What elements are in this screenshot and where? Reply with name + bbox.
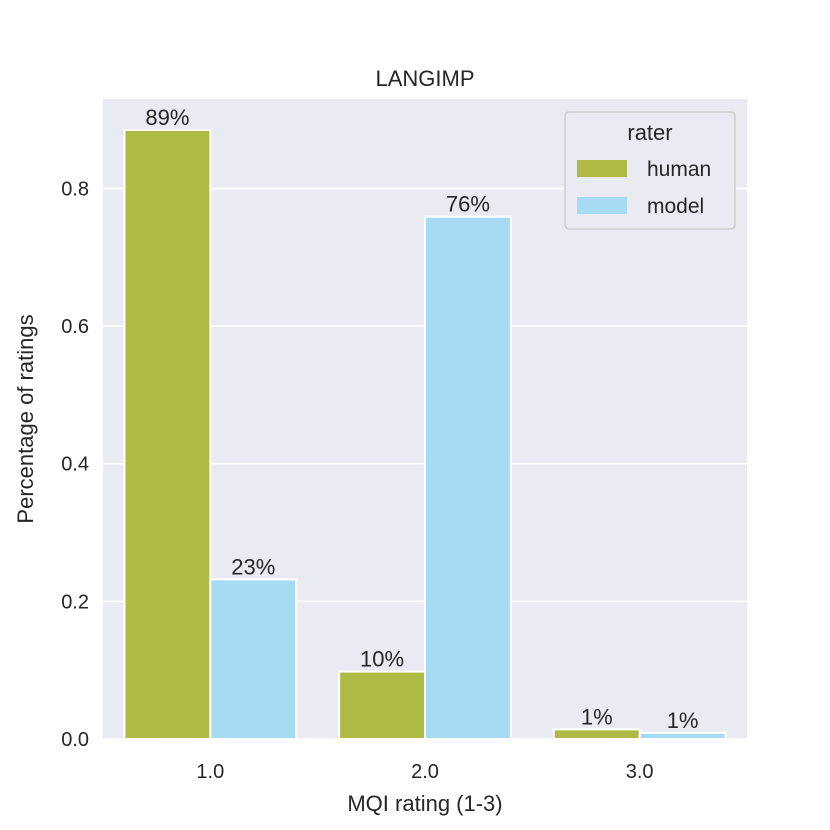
bar-label-human-1.0: 89% bbox=[145, 105, 189, 130]
x-axis-label: MQI rating (1-3) bbox=[347, 791, 502, 816]
bar-model-3.0 bbox=[638, 731, 727, 741]
y-axis-label: Percentage of ratings bbox=[13, 314, 38, 523]
y-tick-label: 0.2 bbox=[61, 591, 89, 613]
legend-title: rater bbox=[627, 120, 672, 145]
bar-human-1.0 bbox=[123, 128, 212, 741]
x-tick-label: 2.0 bbox=[411, 761, 439, 783]
bar-label-human-3.0: 1% bbox=[581, 704, 613, 729]
bar-label-model-2.0: 76% bbox=[446, 192, 490, 217]
x-tick-label: 3.0 bbox=[626, 761, 654, 783]
legend-swatch-human bbox=[577, 160, 627, 177]
bar-label-human-2.0: 10% bbox=[360, 647, 404, 672]
y-tick-label: 0.8 bbox=[61, 178, 89, 200]
legend-label-human: human bbox=[647, 158, 711, 181]
legend-label-model: model bbox=[647, 195, 704, 218]
y-axis-ticks: 0.0 0.2 0.4 0.6 0.8 bbox=[61, 178, 89, 751]
x-tick-label: 1.0 bbox=[196, 761, 224, 783]
bar-model-1.0 bbox=[209, 578, 298, 741]
legend: rater human model bbox=[564, 111, 736, 230]
y-tick-label: 0.6 bbox=[61, 316, 89, 338]
bar-labels: 89% 10% 1% 23% 76% 1% bbox=[145, 105, 698, 733]
chart-title: LANGIMP bbox=[375, 66, 474, 91]
y-tick-label: 0.4 bbox=[61, 454, 89, 476]
legend-swatch-model bbox=[577, 197, 627, 214]
bar-label-model-1.0: 23% bbox=[231, 554, 275, 579]
bars bbox=[123, 128, 727, 741]
bar-human-2.0 bbox=[338, 670, 426, 740]
bar-label-model-3.0: 1% bbox=[667, 708, 699, 733]
y-tick-label: 0.0 bbox=[61, 729, 89, 751]
bar-model-2.0 bbox=[424, 215, 512, 740]
bar-human-3.0 bbox=[552, 728, 641, 741]
x-axis-ticks: 1.0 2.0 3.0 bbox=[196, 761, 653, 783]
